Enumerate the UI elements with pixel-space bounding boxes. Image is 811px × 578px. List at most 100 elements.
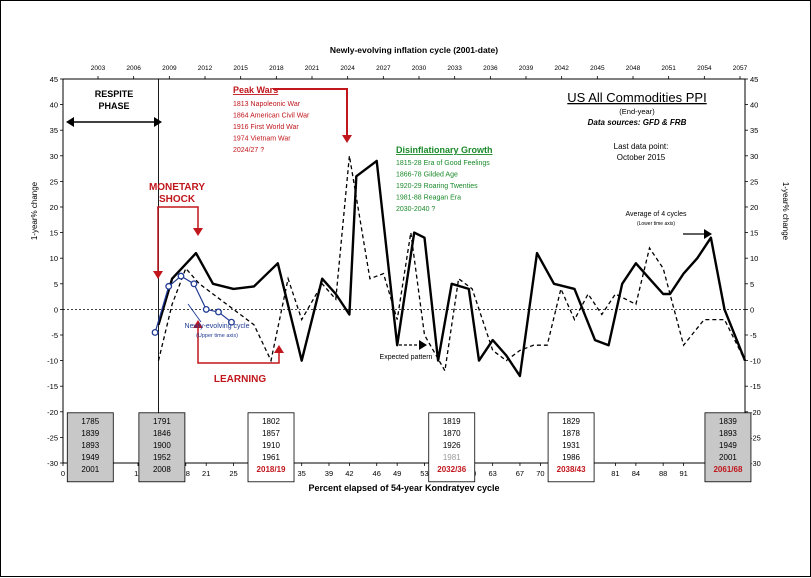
y-tick-label-right: 20 <box>750 203 758 212</box>
newly-evolving-point <box>177 272 185 280</box>
newly-evolving-pointer <box>187 303 202 323</box>
x-tick-label-bottom: 18 <box>182 469 190 478</box>
y-tick-label-right: 25 <box>750 177 758 186</box>
newly-evolving-point <box>165 282 173 290</box>
year-box-highlight: 2032/36 <box>437 465 466 474</box>
x-tick-label-top: 2057 <box>733 65 748 72</box>
plot-area <box>62 78 746 464</box>
year-box-label: 1949 <box>719 441 737 450</box>
y-tick-label-left: -5 <box>51 331 58 340</box>
year-box-label: 1785 <box>81 417 99 426</box>
year-box-highlight: 2061/68 <box>713 465 742 474</box>
peak-wars-item: 1813 Napoleonic War <box>233 101 301 108</box>
expected-pattern-label: Expected pattern <box>380 354 433 361</box>
year-box-label: 1791 <box>153 417 171 426</box>
chart-sources: Data sources: GFD & FRB <box>588 118 687 127</box>
peak-wars-item: 1916 First World War <box>233 124 299 131</box>
x-tick-label-bottom: 35 <box>298 469 306 478</box>
y-tick-label-left: -25 <box>47 433 58 442</box>
y-tick-label-left: 5 <box>54 280 58 289</box>
x-tick-label-bottom: 81 <box>611 469 619 478</box>
respite-label: RESPITE <box>95 89 134 99</box>
year-box-label: 1857 <box>262 429 280 438</box>
year-box-label: 1819 <box>443 417 461 426</box>
monetary-shock-arrow-left <box>153 271 163 279</box>
y-tick-label-left: 10 <box>50 254 58 263</box>
y-tick-label-right: 30 <box>750 152 758 161</box>
y-axis-label-right: 1-year% change <box>781 182 790 241</box>
year-box-label: 1839 <box>719 417 737 426</box>
x-tick-label-bottom: 25 <box>229 469 237 478</box>
disinflationary-item: 1866-78 Gilded Age <box>396 172 458 179</box>
x-tick-label-top: 2054 <box>697 65 712 72</box>
series-line-expected-pattern <box>157 155 746 373</box>
x-tick-label-top: 2030 <box>412 65 427 72</box>
newly-evolving-point <box>202 305 210 313</box>
x-axis-title-top: Newly-evolving inflation cycle (2001-dat… <box>330 45 498 55</box>
x-tick-label-top: 2033 <box>447 65 462 72</box>
year-box-label: 1961 <box>262 453 280 462</box>
year-box-label: 1926 <box>443 441 461 450</box>
y-tick-label-left: 40 <box>50 101 58 110</box>
year-box-label: 1878 <box>562 429 580 438</box>
y-tick-label-left: -10 <box>47 357 58 366</box>
monetary-shock-arrow-right <box>193 228 203 236</box>
learning-label: LEARNING <box>214 374 266 385</box>
disinflationary-item: 2030-2040 ? <box>396 206 435 213</box>
peak-wars-item: 2024/27 ? <box>233 147 264 154</box>
x-tick-label-top: 2036 <box>483 65 498 72</box>
y-tick-label-left: 35 <box>50 126 58 135</box>
newly-evolving-point <box>190 280 198 288</box>
year-box-highlight: 2018/19 <box>257 465 286 474</box>
x-tick-label-top: 2009 <box>162 65 177 72</box>
x-tick-label-bottom: 42 <box>345 469 353 478</box>
newly-evolving-note: (Upper time axis) <box>196 333 238 339</box>
series-line-average <box>157 159 747 378</box>
y-tick-label-right: -15 <box>750 382 761 391</box>
learning-bracket <box>197 328 280 364</box>
x-tick-label-top: 2042 <box>554 65 569 72</box>
x-tick-label-bottom: 49 <box>393 469 401 478</box>
expected-pattern-arrow <box>419 340 427 350</box>
average-arrow <box>704 229 712 239</box>
year-box <box>247 412 295 483</box>
peak-wars-title: Peak Wars <box>233 85 278 95</box>
disinflationary-item: 1815-28 Era of Good Feelings <box>396 160 490 167</box>
year-box-highlight: 2038/43 <box>557 465 586 474</box>
y-tick-label-right: 15 <box>750 229 758 238</box>
year-box <box>66 412 114 483</box>
y-tick-label-left: 45 <box>50 75 58 84</box>
x-tick-label-top: 2027 <box>376 65 391 72</box>
year-box-label: 1802 <box>262 417 280 426</box>
year-box-label: 1910 <box>262 441 280 450</box>
y-tick-label-left: 25 <box>50 177 58 186</box>
y-tick-label-right: -30 <box>750 459 761 468</box>
x-tick-label-top: 2045 <box>590 65 605 72</box>
x-tick-label-bottom: 21 <box>202 469 210 478</box>
year-box-label: 1893 <box>81 441 99 450</box>
y-tick-label-right: -10 <box>750 357 761 366</box>
average-note: (Lower time axis) <box>637 221 675 227</box>
year-box-label: 1846 <box>153 429 171 438</box>
y-tick-label-right: 5 <box>750 280 754 289</box>
y-tick-label-right: 40 <box>750 101 758 110</box>
year-box-label: 1870 <box>443 429 461 438</box>
year-box <box>428 412 476 483</box>
y-tick-label-right: -25 <box>750 433 761 442</box>
monetary-shock-bracket <box>157 206 199 230</box>
x-tick-label-top: 2051 <box>661 65 676 72</box>
x-tick-label-bottom: 53 <box>420 469 428 478</box>
learning-arrow-left <box>193 320 203 328</box>
year-box-label: 2008 <box>153 465 171 474</box>
disinflationary-item: 1920-29 Roaring Twenties <box>396 183 478 190</box>
newly-evolving-label: Newly-evolving cycle <box>185 323 250 330</box>
year-box-label: 1839 <box>81 429 99 438</box>
peak-wars-item: 1864 American Civil War <box>233 113 310 120</box>
x-tick-label-bottom: 63 <box>488 469 496 478</box>
y-tick-label-right: 0 <box>750 305 754 314</box>
newly-evolving-point <box>215 308 222 316</box>
y-tick-label-left: 20 <box>50 203 58 212</box>
respite-arrow-right <box>154 117 162 127</box>
x-tick-label-bottom: 67 <box>516 469 524 478</box>
